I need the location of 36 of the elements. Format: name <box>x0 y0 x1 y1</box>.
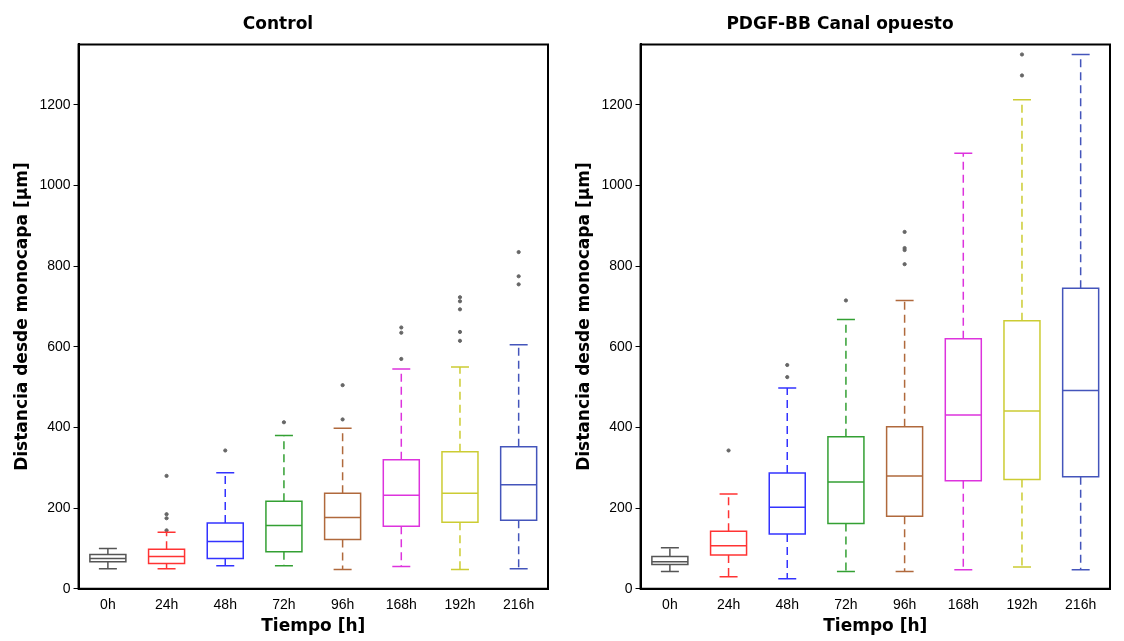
y-tick-label: 600 <box>609 337 633 354</box>
chart-title: PDGF-BB Canal opuesto <box>726 12 954 33</box>
y-tick-label: 0 <box>624 579 633 596</box>
x-tick-label: 192h <box>444 596 476 613</box>
x-axis-title: Tiempo [h] <box>823 615 928 636</box>
y-axis-title: Distancia desde monocapa [µm] <box>572 162 593 471</box>
chart-title: Control <box>242 12 314 33</box>
x-axis-title: Tiempo [h] <box>261 615 366 636</box>
y-tick-label: 400 <box>609 418 633 435</box>
x-tick-label: 24h <box>716 596 741 613</box>
x-tick-label: 0h <box>662 596 678 613</box>
x-tick-label: 48h <box>775 596 799 613</box>
x-tick-label: 0h <box>100 596 116 613</box>
x-tick-label: 168h <box>947 596 979 613</box>
y-tick-label: 200 <box>609 499 633 516</box>
y-tick-label: 1200 <box>39 95 71 112</box>
x-tick-label: 216h <box>1065 596 1097 613</box>
y-tick-label: 1000 <box>601 176 633 193</box>
x-tick-label: 72h <box>834 596 858 613</box>
y-tick-label: 400 <box>47 418 71 435</box>
x-tick-label: 72h <box>272 596 296 613</box>
y-tick-label: 0 <box>62 579 71 596</box>
y-tick-label: 200 <box>47 499 71 516</box>
y-tick-label: 800 <box>609 257 633 274</box>
y-tick-label: 600 <box>47 337 71 354</box>
x-tick-label: 168h <box>385 596 417 613</box>
x-tick-label: 192h <box>1006 596 1038 613</box>
x-tick-label: 24h <box>154 596 179 613</box>
x-tick-label: 96h <box>330 596 355 613</box>
x-tick-label: 48h <box>213 596 237 613</box>
y-axis-title: Distancia desde monocapa [µm] <box>10 162 31 471</box>
x-tick-label: 216h <box>503 596 535 613</box>
x-tick-label: 96h <box>892 596 917 613</box>
y-tick-label: 1200 <box>601 95 633 112</box>
y-tick-label: 800 <box>47 257 71 274</box>
y-tick-label: 1000 <box>39 176 71 193</box>
